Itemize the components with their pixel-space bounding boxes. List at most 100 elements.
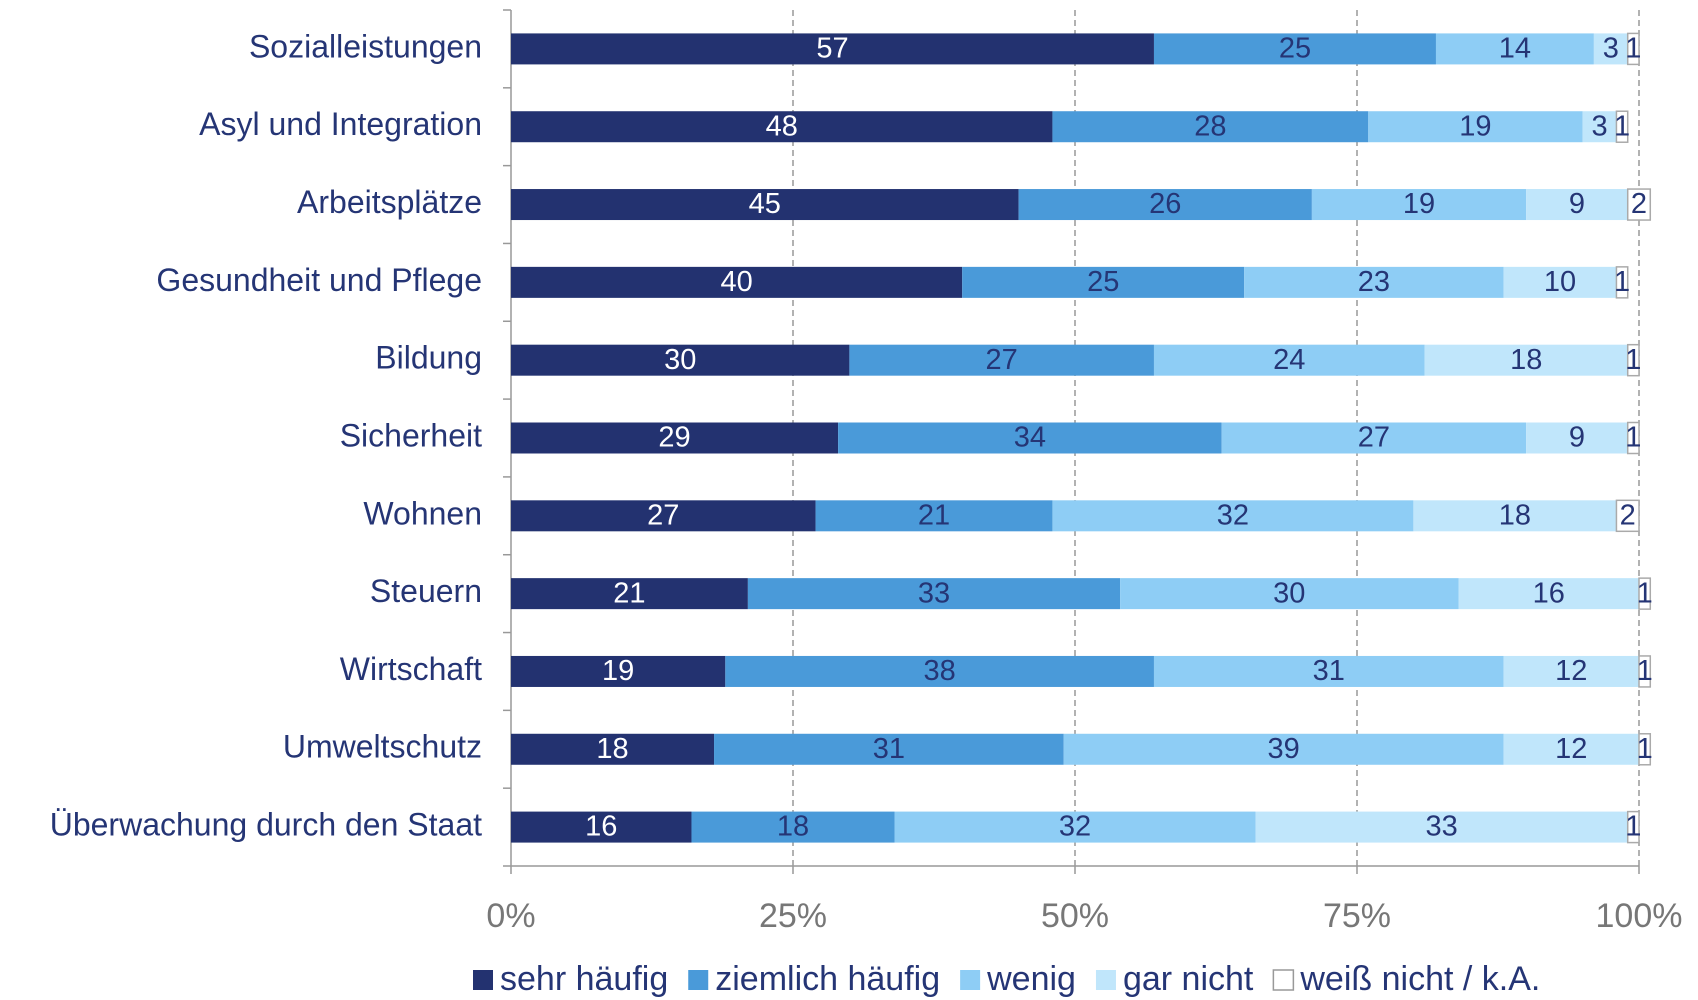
y-tick-label: Wirtschaft [340, 651, 482, 687]
y-tick-label: Arbeitsplätze [297, 184, 482, 220]
data-label: 18 [1510, 344, 1542, 376]
y-tick-label: Asyl und Integration [199, 106, 482, 142]
data-label: 19 [1459, 110, 1491, 142]
bar-segment [815, 500, 1053, 532]
y-tick-label: Überwachung durch den Staat [50, 807, 482, 843]
bar-segment [511, 266, 963, 298]
data-label: 31 [1313, 655, 1345, 687]
x-tick-label: 50% [1041, 897, 1109, 935]
bar-segment [1626, 343, 1640, 377]
bar-segment [1582, 111, 1617, 143]
data-label: 33 [918, 577, 950, 609]
data-label: 9 [1569, 422, 1585, 454]
bar-segment [1424, 344, 1628, 376]
y-tick-label: Sicherheit [340, 417, 482, 453]
y-tick-label: Steuern [370, 573, 482, 609]
data-label: 25 [1087, 266, 1119, 298]
bar-segment [691, 811, 895, 843]
bar-segment [838, 422, 1222, 454]
y-tick-label: Wohnen [363, 495, 482, 531]
legend-swatch [1095, 970, 1116, 990]
data-label: 31 [873, 733, 905, 765]
bar-segment [725, 655, 1154, 687]
data-label: 1 [1614, 266, 1630, 298]
data-label: 27 [1358, 422, 1390, 454]
bar-segment [1526, 189, 1628, 221]
bar-segment [1615, 110, 1629, 143]
bar-segment [894, 811, 1256, 843]
x-tick-label: 75% [1323, 897, 1391, 935]
x-tick-label: 100% [1596, 897, 1683, 935]
legend-label: weiß nicht / k.A. [1299, 960, 1540, 998]
data-label: 1 [1614, 110, 1630, 142]
legend-label: ziemlich häufig [715, 960, 940, 998]
bar-segment [714, 733, 1064, 765]
data-label: 48 [766, 110, 798, 142]
data-label: 25 [1279, 33, 1311, 65]
data-label: 30 [1273, 577, 1305, 609]
data-label: 12 [1555, 655, 1587, 687]
bar-segment [1063, 733, 1504, 765]
bar-segment [1526, 422, 1628, 454]
data-label: 23 [1358, 266, 1390, 298]
bar-segment [1593, 33, 1628, 65]
bar-segment [1052, 111, 1369, 143]
bar-segment [511, 422, 839, 454]
data-label: 27 [986, 344, 1018, 376]
legend-label: wenig [986, 960, 1076, 998]
bar-segment [1458, 578, 1639, 610]
bar-segment [1120, 578, 1459, 610]
data-label: 1 [1625, 422, 1641, 454]
bar-segment [1153, 33, 1436, 65]
bar-segment [511, 733, 715, 765]
data-label: 21 [918, 499, 950, 531]
legend-swatch [473, 970, 493, 990]
data-label: 27 [647, 499, 679, 531]
bar-segment [1244, 266, 1504, 298]
data-label: 3 [1591, 110, 1607, 142]
data-label: 32 [1059, 811, 1091, 843]
bar-segment [1626, 32, 1640, 66]
data-label: 14 [1499, 33, 1531, 65]
data-label: 10 [1544, 266, 1576, 298]
y-tick-label: Umweltschutz [283, 729, 482, 765]
bar-segment [1255, 811, 1628, 843]
bar-segment [1626, 810, 1640, 844]
data-label: 18 [1499, 499, 1531, 531]
data-label: 34 [1014, 422, 1046, 454]
data-label: 29 [658, 422, 690, 454]
data-label: 1 [1625, 811, 1641, 843]
bar-segment [1615, 266, 1629, 299]
legend-swatch [960, 970, 981, 990]
bar-segment [1503, 266, 1617, 298]
data-label: 32 [1217, 499, 1249, 531]
data-label: 19 [1403, 188, 1435, 220]
bar-segment [511, 189, 1019, 221]
x-tick-label: 25% [759, 897, 827, 935]
y-tick-label: Gesundheit und Pflege [156, 262, 482, 298]
bar-segment [1153, 344, 1425, 376]
bar-segment [511, 655, 726, 687]
bar-segment [1153, 655, 1504, 687]
bar-segment [1052, 500, 1414, 532]
y-tick-label: Bildung [375, 340, 482, 376]
data-label: 26 [1149, 188, 1181, 220]
data-label: 1 [1637, 655, 1653, 687]
y-tick-label: Sozialleistungen [249, 28, 482, 64]
data-label: 3 [1603, 33, 1619, 65]
bar-segment [1638, 733, 1652, 766]
data-label: 2 [1631, 188, 1647, 220]
data-label: 16 [585, 811, 617, 843]
data-label: 30 [664, 344, 696, 376]
bar-segment [511, 111, 1053, 143]
bar-segment [1221, 422, 1527, 454]
data-label: 18 [777, 811, 809, 843]
bar-segment [1435, 33, 1594, 65]
bar-segment [1626, 188, 1652, 221]
bar-segment [1311, 189, 1527, 221]
bar-segment [1503, 733, 1639, 765]
data-label: 40 [720, 266, 752, 298]
bar-segment [1638, 655, 1652, 688]
legend-swatch [688, 970, 709, 990]
data-label: 57 [816, 33, 848, 65]
